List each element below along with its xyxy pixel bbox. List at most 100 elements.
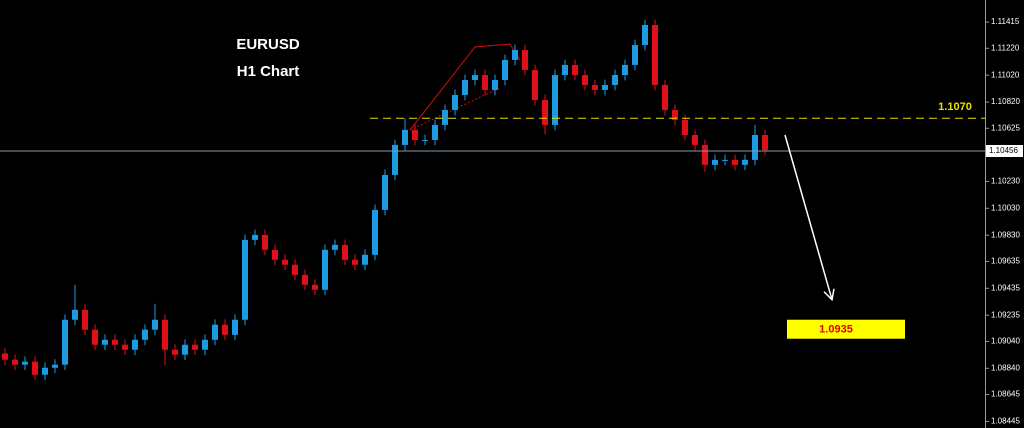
candle-body <box>622 64 628 76</box>
y-tick-label: 1.09235 <box>991 310 1020 319</box>
y-tick-label: 1.08840 <box>991 363 1020 372</box>
candle-body <box>522 50 528 71</box>
candle-body <box>662 84 668 110</box>
candle-body <box>432 124 438 140</box>
y-tick-label: 1.09435 <box>991 283 1020 292</box>
candle-body <box>152 319 158 330</box>
candle-body <box>452 94 458 110</box>
candle-body <box>162 319 168 350</box>
candle-body <box>672 109 678 120</box>
candle-body <box>572 64 578 76</box>
candle-body <box>102 339 108 345</box>
candle-body <box>262 234 268 250</box>
candle-body <box>202 339 208 350</box>
candle-body <box>232 319 238 335</box>
candle-body <box>192 344 198 350</box>
candle-body <box>332 244 338 250</box>
candle-body <box>172 349 178 355</box>
price-label: 1.10456 <box>989 146 1018 155</box>
candle-body <box>242 239 248 320</box>
candle-body <box>282 259 288 265</box>
candle-body <box>382 174 388 210</box>
candle-body <box>562 64 568 76</box>
candle-body <box>82 309 88 330</box>
target-box <box>787 319 905 339</box>
candle-body <box>652 25 658 85</box>
price-label-box <box>986 145 1023 158</box>
candle-body <box>322 249 328 290</box>
candle-body <box>602 84 608 90</box>
candle-body <box>32 361 38 375</box>
candle-body <box>682 119 688 136</box>
candle-body <box>132 339 138 350</box>
candle-body <box>312 284 318 290</box>
candle-body <box>722 159 728 161</box>
y-tick-label: 1.11020 <box>991 70 1020 79</box>
candle-body <box>442 109 448 125</box>
y-tick-label: 1.10820 <box>991 97 1020 106</box>
candle-body <box>512 50 518 60</box>
candle-body <box>212 324 218 340</box>
candle-body <box>732 159 738 165</box>
candle-body <box>22 361 28 365</box>
y-tick-label: 1.10030 <box>991 203 1020 212</box>
y-tick-label: 1.09635 <box>991 257 1020 266</box>
candle-body <box>272 249 278 260</box>
candle-body <box>632 45 638 65</box>
candle-body <box>292 264 298 275</box>
candle-body <box>252 234 258 240</box>
candle-body <box>352 259 358 265</box>
y-tick-label: 1.10230 <box>991 177 1020 186</box>
chart-subtitle: H1 Chart <box>237 63 300 80</box>
candle-body <box>592 84 598 90</box>
y-tick-label: 1.11415 <box>991 17 1020 26</box>
chart-title: EURUSD <box>236 36 300 53</box>
candle-body <box>42 367 48 375</box>
candle-body <box>762 135 768 150</box>
candle-body <box>692 135 698 145</box>
candle-body <box>752 135 758 160</box>
y-tick-label: 1.09830 <box>991 230 1020 239</box>
candle-body <box>112 339 118 345</box>
y-tick-label: 1.09040 <box>991 337 1020 346</box>
level-label: 1.1070 <box>938 101 972 113</box>
candle-body <box>712 159 718 165</box>
candle-body <box>492 80 498 90</box>
candle-body <box>532 70 538 101</box>
candle-body <box>422 139 428 141</box>
y-tick-label: 1.08445 <box>991 417 1020 426</box>
candle-body <box>542 100 548 125</box>
candle-body <box>62 319 68 365</box>
candle-body <box>222 324 228 335</box>
candle-body <box>122 344 128 350</box>
candle-body <box>402 129 408 145</box>
y-tick-label: 1.10625 <box>991 123 1020 132</box>
candle-body <box>482 75 488 90</box>
candle-body <box>472 75 478 81</box>
forecast-arrow <box>784 134 833 300</box>
target-label: 1.0935 <box>819 324 853 336</box>
candle-body <box>742 159 748 165</box>
candle-body <box>702 144 708 165</box>
candle-body <box>362 254 368 265</box>
candle-body <box>12 359 18 365</box>
candle-body <box>412 129 418 140</box>
candle-body <box>582 75 588 85</box>
arrow-head <box>823 288 835 302</box>
candle-body <box>142 329 148 340</box>
candle-body <box>462 80 468 95</box>
candle-body <box>372 209 378 255</box>
candle-body <box>182 344 188 355</box>
candle-body <box>302 274 308 285</box>
candle-body <box>552 75 558 125</box>
candle-body <box>2 353 8 360</box>
y-tick-label: 1.08645 <box>991 390 1020 399</box>
candle-body <box>52 364 58 368</box>
candle-body <box>502 59 508 81</box>
y-tick-label: 1.11220 <box>991 43 1020 52</box>
candle-body <box>612 75 618 85</box>
candle-body <box>642 25 648 46</box>
